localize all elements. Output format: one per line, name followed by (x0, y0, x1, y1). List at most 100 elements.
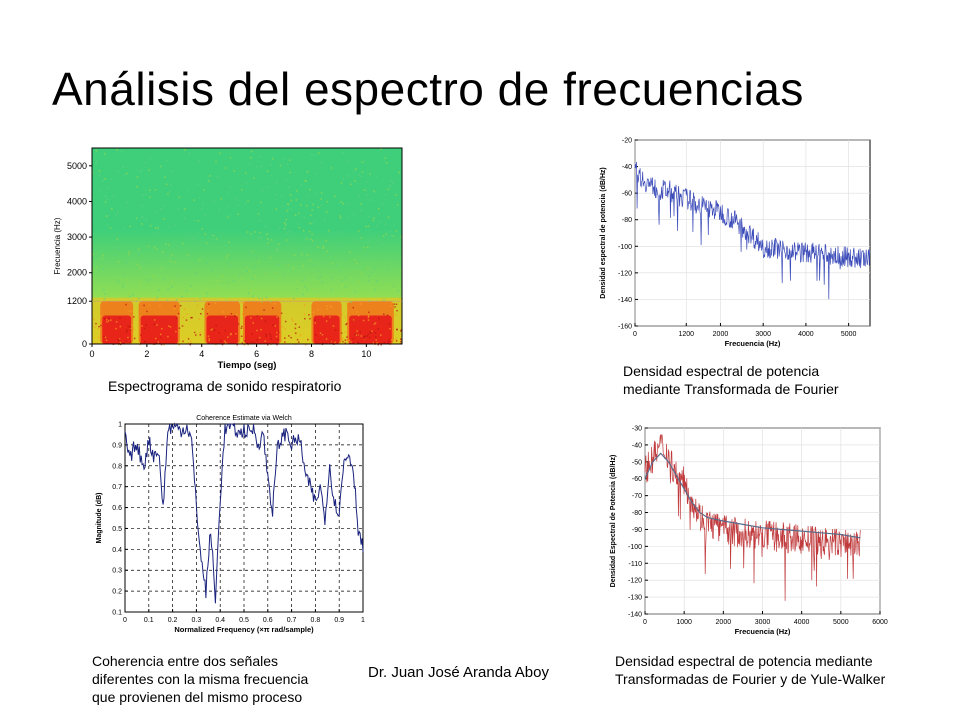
spectrogram-speckle (310, 325, 313, 328)
spectrogram-speckle (395, 303, 398, 306)
spectrogram-speckle (153, 255, 156, 258)
spectrogram-speckle (276, 271, 278, 274)
spectrogram-speckle (344, 316, 347, 318)
spectrogram-speckle (314, 319, 316, 321)
spectrogram-speckle (352, 306, 355, 309)
spectrogram-speckle (260, 301, 263, 303)
spectrogram-speckle (203, 189, 205, 191)
spectrogram-speckle (285, 239, 288, 241)
spectrogram-speckle (250, 233, 252, 235)
spectrogram-speckle (382, 264, 385, 266)
spectrogram-speckle (343, 259, 346, 261)
spectrogram-speckle (215, 295, 217, 298)
spectrogram-speckle (148, 304, 151, 307)
spectrogram-speckle (253, 342, 256, 344)
spectrogram-speckle (96, 160, 98, 162)
spectrogram-speckle (207, 335, 210, 337)
spectrogram-speckle (100, 315, 102, 318)
spectrogram-speckle (342, 337, 344, 339)
spectrogram-speckle (359, 249, 362, 251)
coherence-line (124, 422, 364, 604)
spectrogram-speckle (111, 271, 113, 273)
spectrogram-speckle (219, 340, 222, 343)
spectrogram-speckle (258, 297, 260, 299)
spectrogram-speckle (390, 234, 392, 237)
spectrogram-speckle (163, 204, 165, 207)
spectrogram-speckle (300, 253, 303, 256)
spectrogram-speckle (303, 277, 305, 279)
spectrogram-speckle (194, 219, 196, 222)
spectrogram-speckle (175, 330, 177, 333)
spectrogram-speckle (298, 326, 301, 328)
spectrogram-speckle (102, 268, 104, 270)
spectrogram-speckle (345, 323, 347, 326)
spectrogram-speckle (384, 157, 387, 160)
spectrogram-speckle (257, 260, 260, 263)
spectrogram-speckle (217, 286, 220, 289)
spectrogram-speckle (309, 222, 311, 225)
spectrogram-speckle (266, 298, 269, 301)
spectrogram-speckle (246, 266, 249, 269)
x-tick-label: 0.5 (239, 617, 249, 624)
spectrogram-speckle (325, 320, 328, 322)
spectrogram-speckle (376, 225, 378, 227)
spectrogram-speckle (228, 214, 231, 217)
spectrogram-speckle (354, 170, 357, 172)
spectrogram-speckle (174, 305, 176, 307)
spectrogram-speckle (387, 341, 390, 343)
spectrogram-speckle (169, 190, 171, 193)
spectrogram-speckle (314, 154, 316, 156)
spectrogram-speckle (227, 191, 229, 193)
spectrogram-speckle (138, 248, 140, 250)
spectrogram-speckle (367, 279, 370, 282)
spectrogram-speckle (313, 220, 316, 222)
spectrogram-speckle (311, 209, 313, 211)
spectrogram-speckle (257, 213, 260, 215)
spectrogram-speckle (312, 240, 314, 242)
spectrogram-speckle (334, 195, 336, 198)
spectrogram-speckle (92, 269, 95, 272)
spectrogram-speckle (224, 340, 226, 342)
spectrogram-speckle (141, 261, 143, 263)
spectrogram-speckle (383, 313, 385, 315)
y-tick-label: -20 (622, 138, 632, 145)
spectrogram-speckle (284, 224, 287, 226)
spectrogram-speckle (393, 286, 396, 289)
spectrogram-speckle (123, 227, 126, 229)
spectrogram-speckle (365, 189, 368, 192)
spectrogram-speckle (303, 238, 306, 240)
spectrogram-speckle (346, 322, 348, 325)
spectrogram-speckle (137, 252, 140, 255)
spectrogram-speckle (260, 328, 262, 331)
spectrogram-speckle (265, 272, 267, 274)
spectrogram-speckle (356, 297, 358, 299)
spectrogram-speckle (213, 329, 216, 331)
spectrogram-speckle (294, 323, 297, 325)
spectrogram-speckle (278, 263, 280, 265)
spectrogram-speckle (288, 230, 291, 232)
y-axis-label: Densidad Espectral de Potencia (dB/Hz) (610, 455, 617, 588)
spectrogram-speckle (346, 336, 348, 338)
spectrogram-speckle (218, 268, 220, 270)
x-axis-label: Tiempo (seg) (218, 360, 277, 371)
y-tick-label: 0.6 (112, 505, 122, 512)
spectrogram-speckle (167, 288, 169, 290)
spectrogram-speckle (294, 327, 297, 330)
spectrogram-speckle (201, 308, 204, 310)
spectrogram-speckle (267, 343, 269, 346)
spectrogram-speckle (135, 217, 138, 220)
spectrogram-speckle (394, 306, 396, 308)
spectrogram-speckle (203, 292, 206, 294)
spectrogram-speckle (265, 296, 268, 299)
spectrogram-speckle (229, 263, 231, 266)
spectrogram-speckle (308, 230, 311, 233)
spectrogram-speckle (148, 169, 150, 171)
spectrogram-speckle (321, 281, 324, 284)
spectrogram-speckle (217, 287, 219, 290)
spectrogram-speckle (198, 183, 200, 185)
spectrogram-speckle (234, 315, 236, 317)
spectrogram-speckle (211, 238, 214, 241)
spectrogram-speckle (274, 247, 277, 250)
spectrogram-speckle (116, 149, 118, 151)
spectrogram-speckle (249, 251, 251, 254)
